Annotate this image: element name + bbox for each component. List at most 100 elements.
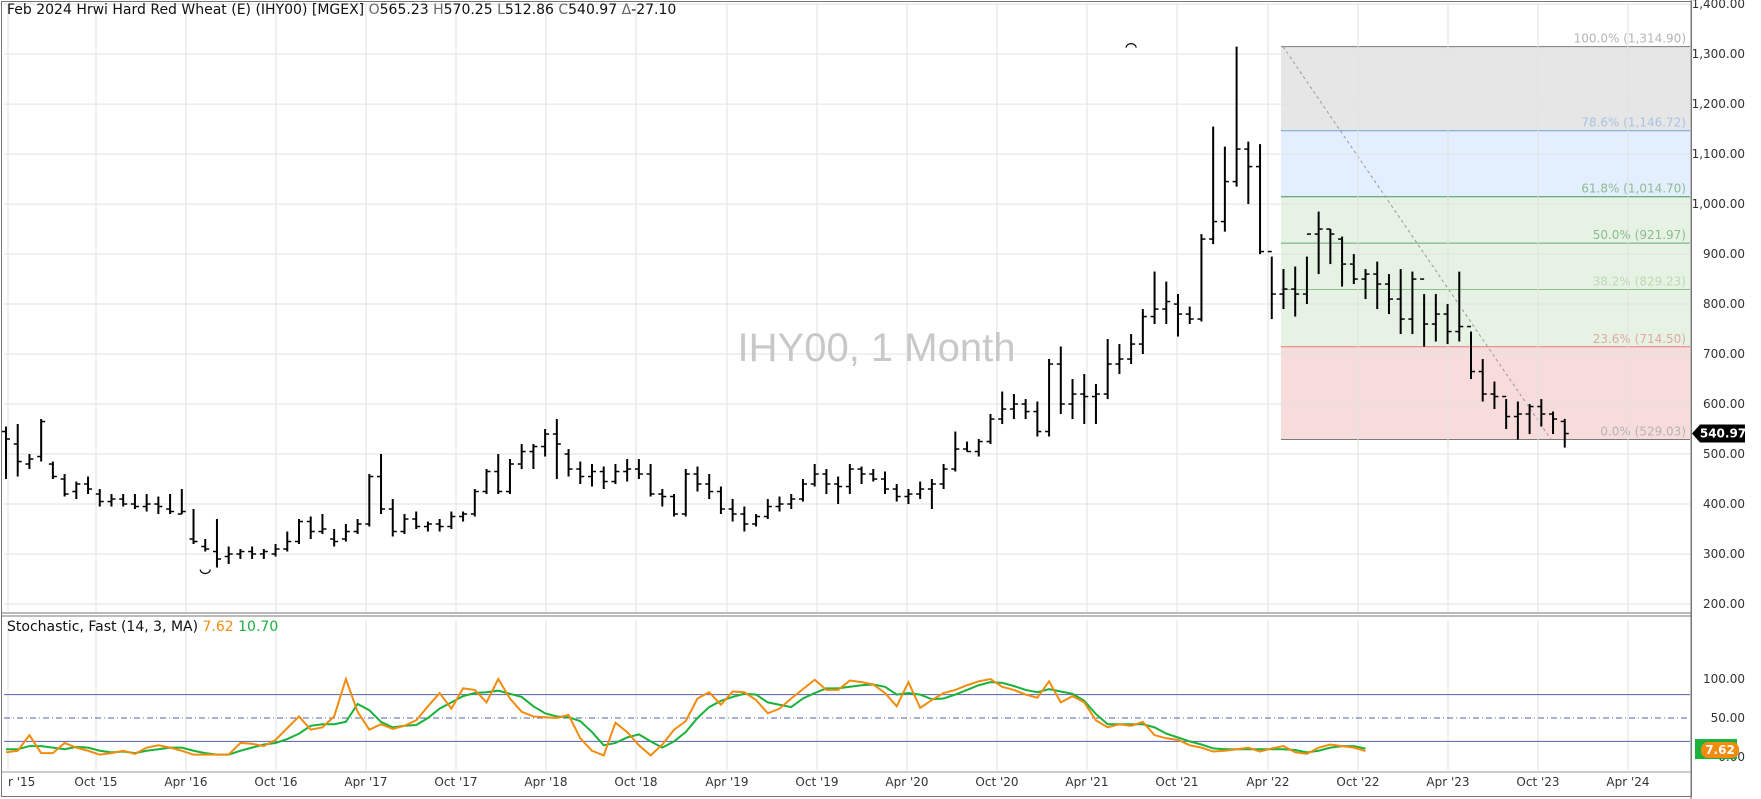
ohlc-bar	[95, 489, 104, 507]
price-y-tick-label: 300.00	[1703, 547, 1745, 561]
ohlc-bar	[365, 474, 374, 527]
price-grid	[4, 3, 1690, 770]
ohlc-bar	[1045, 359, 1054, 437]
ohlc-bar	[48, 461, 57, 480]
ohlc-bar	[892, 484, 901, 502]
ohlc-bar	[1174, 294, 1182, 337]
x-axis-tick-label: Apr '19	[705, 775, 748, 789]
ohlc-bar	[1127, 334, 1136, 365]
price-y-tick-label: 500.00	[1703, 447, 1745, 461]
ohlc-bar	[189, 509, 198, 545]
stochastic-header: Stochastic, Fast (14, 3, MA) 7.62 10.70	[7, 619, 278, 635]
ohlc-bar	[1021, 399, 1030, 420]
fibonacci-retracement: 100.0% (1,314.90) 78.6% (1,146.72) 61.8% (…	[1281, 32, 1690, 441]
ohlc-bar	[1443, 304, 1452, 345]
ohlc-bar	[716, 486, 725, 515]
fib-level-label: 61.8% (1,014.70)	[1581, 182, 1686, 196]
price-y-axis-labels: 200.00 300.00 400.00 500.00 600.00 700.00 800.…	[1692, 0, 1747, 611]
x-axis-tick-label: Apr '24	[1606, 775, 1649, 789]
ohlc-bar	[1525, 404, 1534, 435]
ohlc-bar	[611, 464, 620, 485]
ohlc-bar	[1549, 411, 1558, 435]
ohlc-bar	[810, 464, 819, 487]
ohlc-bar	[330, 529, 339, 547]
price-y-tick-label: 1,100.00	[1692, 147, 1745, 161]
ohlc-bar	[623, 459, 632, 482]
ohlc-bar	[400, 514, 409, 535]
x-axis-tick-label: Oct '19	[795, 775, 838, 789]
ohlc-bar	[423, 521, 432, 532]
price-y-tick-label: 700.00	[1703, 347, 1745, 361]
ohlc-bar	[283, 531, 292, 552]
x-axis-tick-label: Oct '17	[434, 775, 477, 789]
close-value: 540.97	[568, 2, 618, 18]
ohlc-bar	[974, 439, 983, 457]
last-price-badge	[1692, 424, 1745, 443]
x-axis-tick-label: Apr '20	[885, 775, 928, 789]
price-y-tick-label: 1,300.00	[1692, 47, 1745, 61]
ohlc-bar	[388, 499, 397, 537]
ohlc-bar	[1009, 394, 1018, 420]
change-value: -27.10	[631, 2, 677, 18]
high-label: H	[433, 2, 444, 18]
ohlc-bar	[341, 524, 350, 542]
ohlc-bar	[658, 489, 667, 507]
price-y-tick-label: 200.00	[1703, 597, 1745, 611]
ohlc-bar	[236, 549, 245, 560]
ohlc-bar	[1396, 269, 1405, 335]
change-label: Δ	[621, 2, 632, 18]
ohlc-bar	[564, 449, 573, 477]
ohlc-bar	[1326, 228, 1335, 265]
ohlc-bar	[318, 514, 327, 535]
ohlc-bar	[482, 469, 491, 495]
ohlc-bar	[1420, 278, 1429, 347]
ohlc-bar	[259, 549, 268, 560]
ohlc-bar	[693, 466, 702, 492]
ohlc-bar	[845, 464, 854, 495]
stochastic-title: Stochastic, Fast	[7, 619, 117, 635]
ohlc-bar	[740, 506, 749, 532]
price-y-tick-label: 900.00	[1703, 247, 1745, 261]
ohlc-bar	[377, 454, 386, 515]
ohlc-bar	[798, 479, 807, 502]
ohlc-bar	[248, 546, 257, 560]
ohlc-bar	[1467, 325, 1475, 380]
ohlc-bar	[1056, 346, 1065, 415]
ohlc-bar	[1138, 309, 1147, 355]
ohlc-bar	[1162, 281, 1171, 325]
ohlc-bar	[1103, 339, 1112, 400]
ohlc-bar	[541, 429, 550, 457]
ohlc-bar	[857, 466, 866, 485]
ohlc-bar	[1232, 46, 1241, 187]
fib-zone	[1281, 289, 1690, 347]
ohlc-bar	[271, 544, 280, 557]
ohlc-bar	[963, 441, 972, 453]
stoch-y-tick-label: 50.00	[1711, 711, 1745, 725]
ohlc-bar	[1115, 344, 1124, 375]
chart-header: Feb 2024 Hrwi Hard Red Wheat (E) (IHY00)…	[7, 2, 676, 18]
x-axis-tick-label: Oct '20	[975, 775, 1018, 789]
ohlc-bar	[599, 466, 608, 490]
ohlc-bar	[60, 474, 69, 497]
ohlc-bar	[1349, 254, 1358, 285]
open-label: O	[368, 2, 380, 18]
ohlc-bar	[107, 494, 116, 507]
ohlc-bar	[787, 494, 796, 510]
ohlc-bar	[998, 391, 1007, 425]
ohlc-bar	[37, 419, 46, 462]
ohlc-bars	[2, 43, 1569, 575]
ohlc-bar	[306, 516, 315, 540]
stoch-k-badge	[1701, 742, 1739, 759]
ohlc-bar	[494, 454, 503, 495]
low-label: L	[497, 2, 505, 18]
x-axis-tick-label: Apr '16	[164, 775, 207, 789]
ohlc-bar	[2, 426, 10, 480]
price-y-tick-label: 400.00	[1703, 497, 1745, 511]
x-axis-tick-label: Oct '21	[1155, 775, 1198, 789]
ohlc-bar	[1338, 236, 1347, 287]
x-axis-tick-label: Oct '22	[1336, 775, 1379, 789]
ohlc-bar	[670, 494, 679, 517]
fib-level-label: 23.6% (714.50)	[1593, 332, 1686, 346]
ohlc-bar	[916, 481, 925, 500]
